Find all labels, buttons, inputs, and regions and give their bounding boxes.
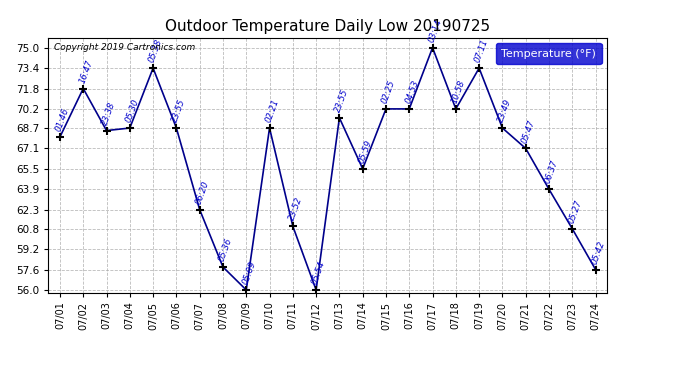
Legend: Temperature (°F): Temperature (°F) xyxy=(495,43,602,64)
Text: 05:36: 05:36 xyxy=(217,237,234,263)
Title: Outdoor Temperature Daily Low 20190725: Outdoor Temperature Daily Low 20190725 xyxy=(165,18,491,33)
Text: 03:14: 03:14 xyxy=(427,18,444,44)
Text: 23:55: 23:55 xyxy=(170,98,188,124)
Text: 07:11: 07:11 xyxy=(473,38,490,64)
Text: 23:55: 23:55 xyxy=(334,88,351,114)
Text: 05:09: 05:09 xyxy=(241,260,257,286)
Text: 01:46: 01:46 xyxy=(55,107,71,133)
Text: 06:37: 06:37 xyxy=(543,159,560,185)
Text: 02:25: 02:25 xyxy=(380,79,397,105)
Text: 05:54: 05:54 xyxy=(310,260,327,286)
Text: 06:20: 06:20 xyxy=(194,180,210,206)
Text: 23:49: 23:49 xyxy=(497,98,513,124)
Text: 05:47: 05:47 xyxy=(520,118,537,144)
Text: 05:27: 05:27 xyxy=(566,199,583,225)
Text: 23:52: 23:52 xyxy=(287,196,304,222)
Text: 10:58: 10:58 xyxy=(450,79,467,105)
Text: 16:47: 16:47 xyxy=(77,58,95,84)
Text: 02:21: 02:21 xyxy=(264,98,281,124)
Text: 05:38: 05:38 xyxy=(148,38,164,64)
Text: 05:59: 05:59 xyxy=(357,139,374,165)
Text: 05:42: 05:42 xyxy=(590,239,607,266)
Text: 23:38: 23:38 xyxy=(101,100,117,126)
Text: 05:30: 05:30 xyxy=(124,98,141,124)
Text: Copyright 2019 Cartronics.com: Copyright 2019 Cartronics.com xyxy=(54,43,195,52)
Text: 04:53: 04:53 xyxy=(404,79,420,105)
